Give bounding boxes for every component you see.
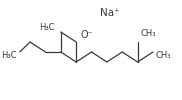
Text: H₃C: H₃C [39, 22, 55, 32]
Text: O⁻: O⁻ [80, 30, 93, 40]
Text: CH₃: CH₃ [140, 29, 156, 38]
Text: CH₃: CH₃ [156, 51, 171, 60]
Text: Na⁺: Na⁺ [100, 8, 119, 18]
Text: H₃C: H₃C [1, 51, 16, 60]
